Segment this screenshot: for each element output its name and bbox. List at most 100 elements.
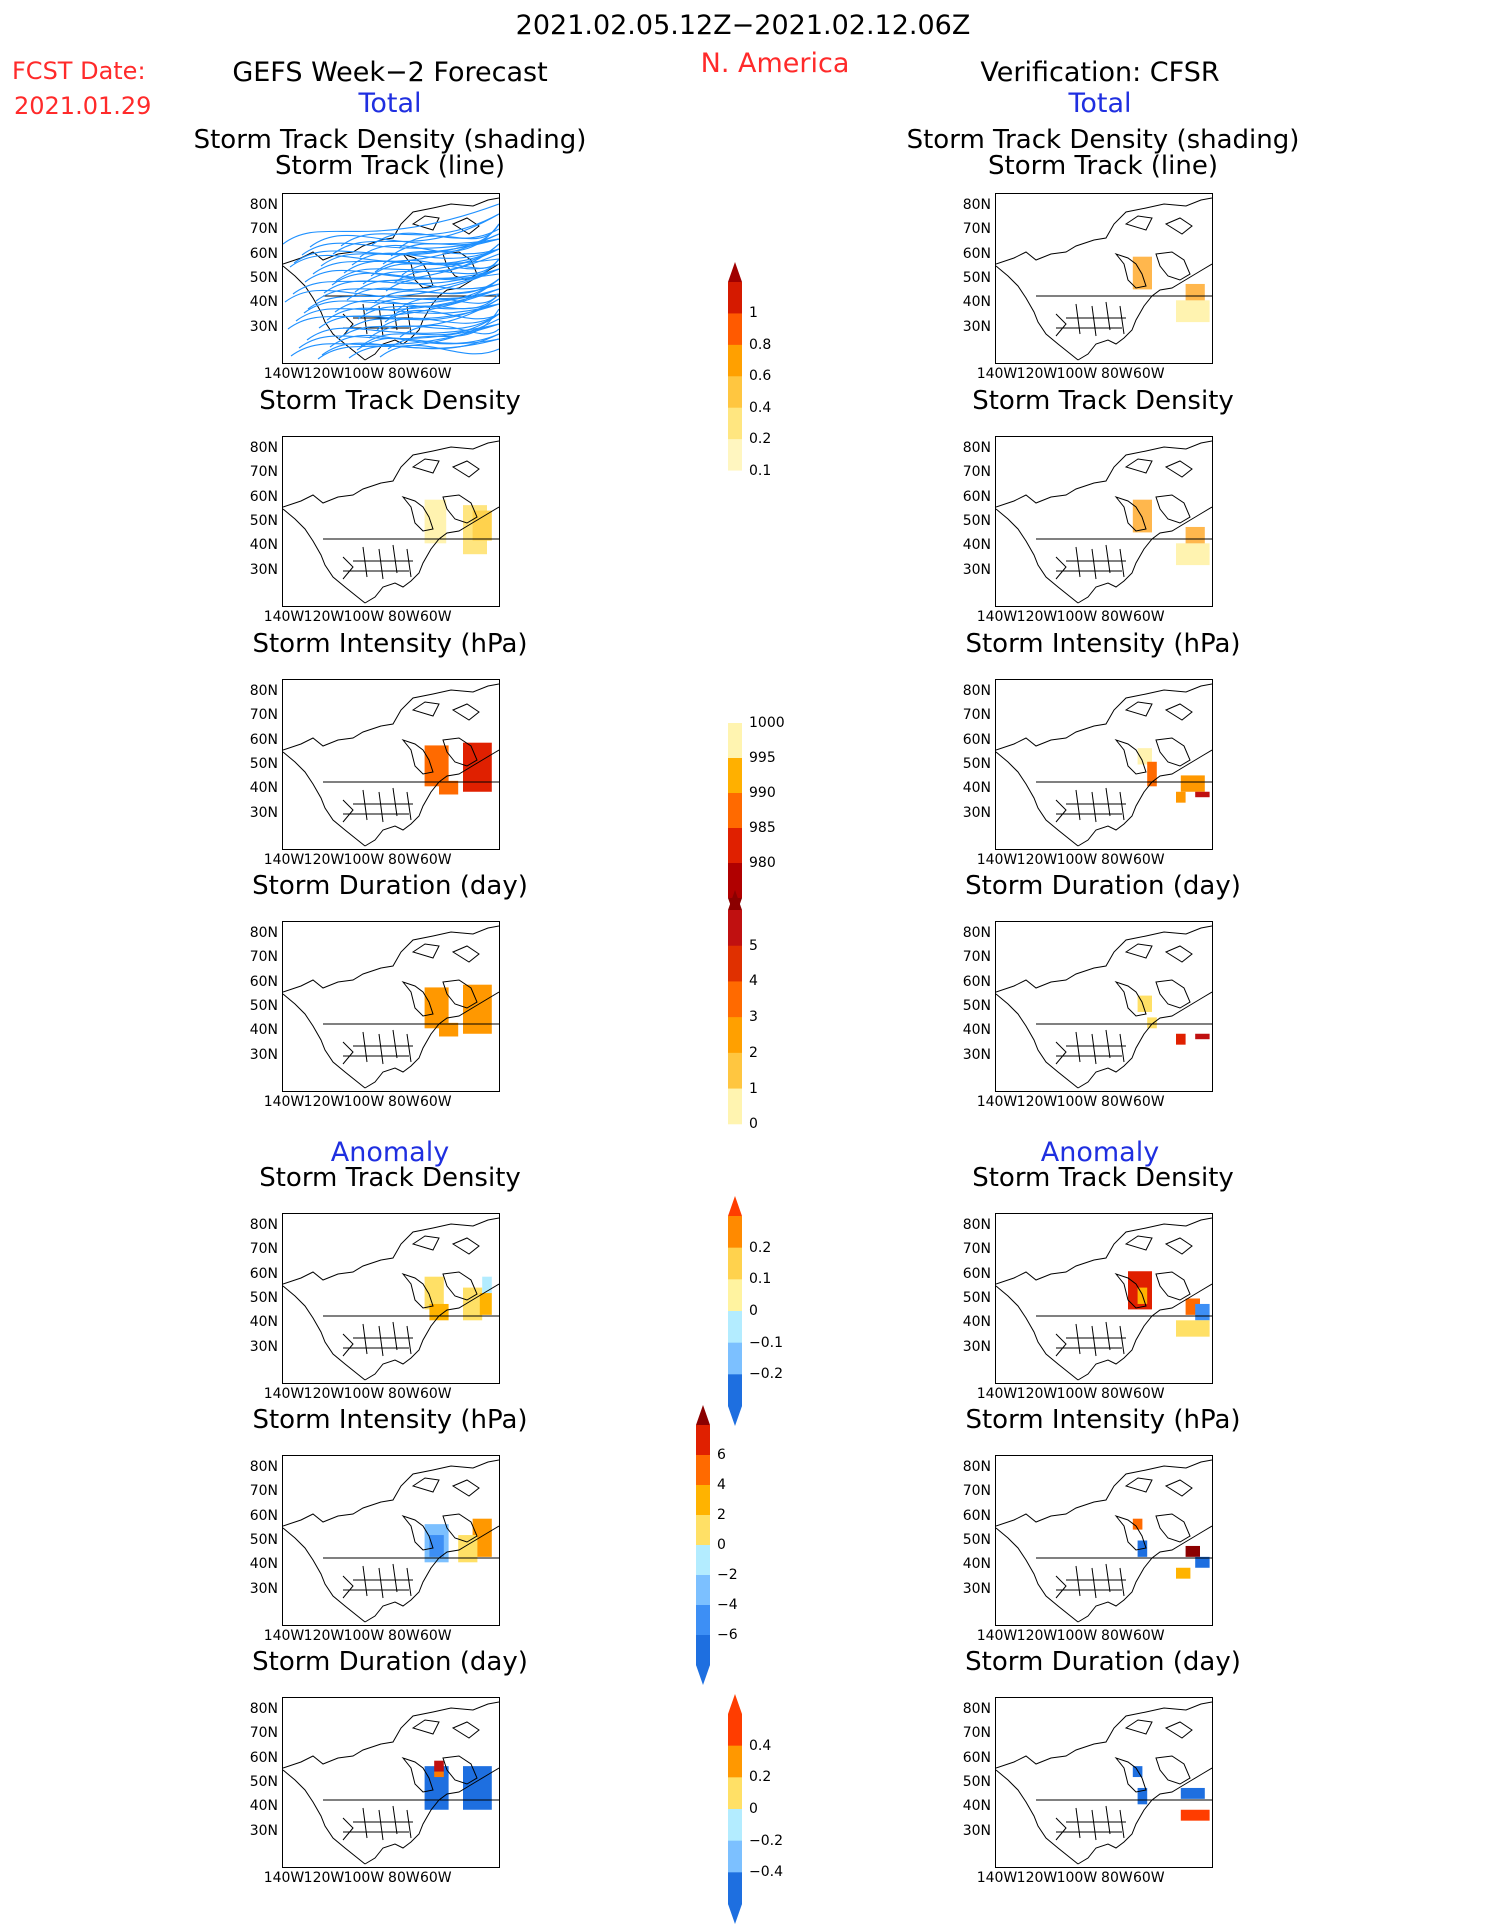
colorbar-label: 4 [749, 973, 758, 990]
shaded-cell [434, 1771, 444, 1778]
lon-tick-label: 100W [1056, 1094, 1098, 1110]
lon-tick-label: 60W [1132, 1386, 1165, 1402]
lon-tick-label: 60W [1132, 1628, 1165, 1644]
storm-track-line [298, 323, 499, 349]
shaded-cell [424, 1276, 444, 1310]
colorbar-swatch [728, 1777, 742, 1810]
storm-track-line [379, 344, 499, 358]
colorbar-swatch [728, 1374, 742, 1407]
lon-tick-label: 80W [388, 1628, 420, 1644]
lon-tick-label: 120W [1016, 609, 1058, 625]
lat-tick-label: 30N [962, 1580, 991, 1597]
lat-tick-label: 60N [249, 1265, 278, 1282]
colorbar-swatch [728, 1311, 742, 1344]
lon-tick-label: 100W [343, 1870, 385, 1886]
lat-tick-label: 40N [249, 1798, 278, 1814]
storm-track-line [393, 258, 499, 284]
storm-track-line [388, 293, 499, 319]
storm-track-line [346, 283, 499, 301]
lon-tick-label: 80W [388, 1870, 420, 1886]
lon-tick-label: 100W [1056, 609, 1098, 625]
map-frame [282, 1213, 500, 1384]
shaded-cell [472, 510, 492, 541]
map-frame [995, 1697, 1213, 1868]
left-total-label: Total [358, 88, 422, 119]
storm-track-line [312, 233, 499, 275]
colorbar-label: 3 [749, 1009, 758, 1026]
lat-tick-label: 30N [249, 1822, 278, 1839]
map-frame [282, 1455, 500, 1626]
storm-track-line [284, 289, 499, 303]
lon-tick-label: 100W [343, 852, 385, 868]
lat-tick-label: 80N [962, 196, 991, 213]
lon-tick-label: 60W [1132, 1094, 1165, 1110]
storm-track-line [287, 288, 499, 330]
lon-tick-label: 60W [1132, 1870, 1165, 1886]
storm-track-line [359, 244, 499, 258]
storm-track-line [373, 278, 499, 304]
lon-tick-label: 140W [976, 609, 1018, 625]
colorbar-swatch [728, 1714, 742, 1747]
lat-tick-label: 50N [249, 998, 278, 1015]
lat-tick-label: 70N [249, 1725, 278, 1742]
map-frame [995, 436, 1213, 607]
period-title: 2021.02.05.12Z−2021.02.12.06Z [515, 10, 971, 41]
shaded-cell [1176, 791, 1186, 803]
lon-tick-label: 140W [263, 1628, 305, 1644]
shaded-cell [1185, 283, 1205, 306]
colorbar-label: 5 [749, 937, 758, 954]
lat-tick-label: 60N [249, 488, 278, 505]
lat-tick-label: 50N [249, 270, 278, 287]
lat-tick-label: 30N [962, 1822, 991, 1839]
shaded-cell [479, 1293, 492, 1315]
lon-tick-label: 120W [1016, 366, 1058, 382]
colorbar-label: 0.2 [749, 1769, 772, 1786]
colorbar-swatch [728, 1342, 742, 1375]
lat-tick-label: 80N [249, 682, 278, 699]
shaded-cell [1132, 256, 1152, 290]
lat-tick-label: 70N [249, 1241, 278, 1258]
lat-tick-label: 30N [962, 804, 991, 821]
panel-title: Storm Intensity (hPa) [965, 629, 1241, 659]
lat-tick-label: 70N [249, 707, 278, 724]
lon-tick-label: 80W [1101, 852, 1133, 868]
lat-tick-label: 70N [962, 464, 991, 481]
map-frame [995, 1455, 1213, 1626]
panel-title: Storm Track Density [972, 386, 1234, 416]
panel-title: Storm Duration (day) [965, 1647, 1241, 1677]
lon-tick-label: 100W [1056, 1628, 1098, 1644]
lat-tick-label: 70N [962, 707, 991, 724]
lat-tick-label: 40N [962, 1022, 991, 1038]
colorbar-label: 2 [717, 1507, 726, 1523]
colorbar-label: −0.2 [749, 1366, 783, 1383]
lat-tick-label: 70N [962, 221, 991, 238]
colorbar-swatch [696, 1575, 710, 1606]
colorbar-label: 995 [749, 750, 776, 766]
panel-title: Storm Track Density [972, 1163, 1234, 1193]
lat-tick-label: 50N [249, 513, 278, 530]
lat-tick-label: 40N [249, 294, 278, 310]
shaded-cell [463, 1287, 483, 1321]
lon-tick-label: 140W [976, 1094, 1018, 1110]
lat-tick-label: 60N [962, 1265, 991, 1282]
lat-tick-label: 30N [962, 1046, 991, 1063]
lat-tick-label: 30N [962, 318, 991, 335]
lat-tick-label: 60N [249, 1749, 278, 1766]
lat-tick-label: 30N [249, 561, 278, 578]
colorbar-swatch [696, 1485, 710, 1516]
storm-track-line [370, 243, 499, 277]
panel-title: Storm Intensity (hPa) [252, 629, 528, 659]
colorbar-swatch [728, 863, 742, 899]
shaded-cell [1195, 1033, 1210, 1040]
colorbar-label: 6 [717, 1447, 726, 1463]
lat-tick-label: 50N [962, 998, 991, 1015]
lat-tick-label: 40N [962, 1798, 991, 1814]
lon-tick-label: 80W [1101, 1870, 1133, 1886]
shaded-cell [1147, 1017, 1157, 1029]
lon-tick-label: 120W [303, 1386, 345, 1402]
lat-tick-label: 70N [962, 1483, 991, 1500]
lon-tick-label: 100W [343, 609, 385, 625]
storm-track-line [362, 243, 499, 285]
shaded-cell [434, 1760, 444, 1772]
colorbar-label: −0.4 [749, 1864, 783, 1881]
